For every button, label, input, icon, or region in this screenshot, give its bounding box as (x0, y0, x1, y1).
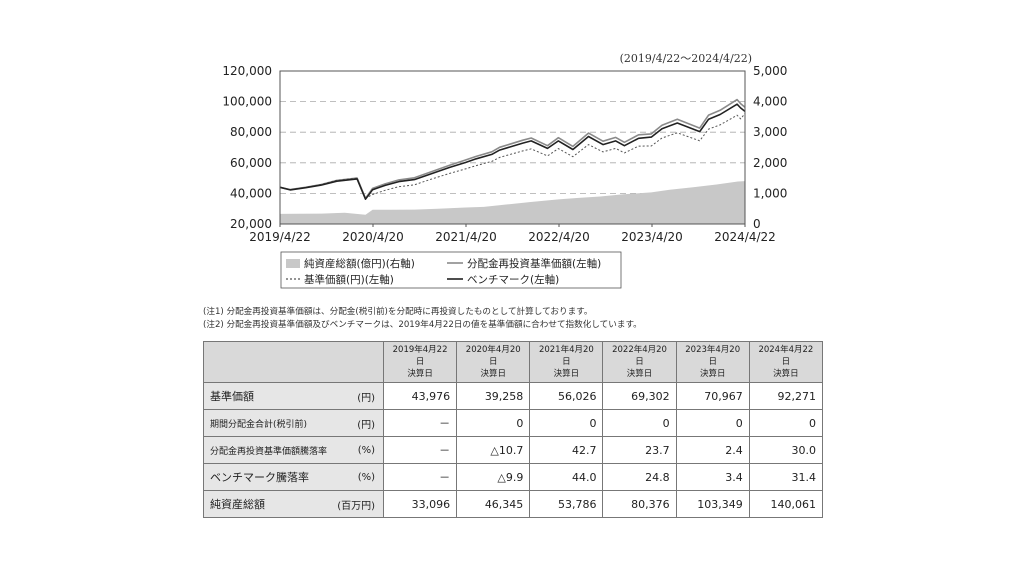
table-cell: 24.8 (602, 463, 677, 491)
table-cell: 2.4 (675, 436, 750, 464)
legend-net-assets-swatch (286, 259, 300, 268)
y-left-tick-label: 80,000 (230, 125, 272, 139)
table-header-corner (203, 341, 384, 383)
x-tick-label: 2022/4/20 (528, 230, 590, 244)
x-tick-label: 2020/4/20 (342, 230, 404, 244)
table-cell: 42.7 (529, 436, 604, 464)
table-cell: 39,258 (456, 382, 531, 410)
row-header: 期間分配金合計(税引前) (円) (203, 409, 384, 437)
y-right-tick-label: 0 (753, 217, 761, 231)
table-header-cell: 2021年4月20日 決算日 (529, 341, 604, 383)
legend-frame (280, 251, 622, 289)
y-left-tick-label: 100,000 (222, 95, 272, 109)
table-cell: 46,345 (456, 490, 531, 518)
table-cell: 23.7 (602, 436, 677, 464)
table-row: 期間分配金合計(税引前) (円) － 0 0 0 0 0 (203, 409, 824, 437)
footnote-1: (注1) 分配金再投資基準価額は、分配金(税引前)を分配時に再投資したものとして… (203, 307, 593, 317)
table-header-cell: 2022年4月20日 決算日 (602, 341, 677, 383)
x-tick-label: 2021/4/20 (435, 230, 497, 244)
table-cell: 43,976 (382, 382, 458, 410)
chart-legend: 純資産総額(億円)(右軸) 分配金再投資基準価額(左軸) 基準価額(円)(左軸)… (280, 251, 622, 289)
y-right-tick-label: 3,000 (753, 125, 787, 139)
series-net-assets-area (280, 181, 745, 224)
legend-net-assets-label: 純資産総額(億円)(右軸) (304, 257, 415, 270)
chart-period-label: (2019/4/22～2024/4/22) (620, 52, 752, 65)
table-cell: － (382, 436, 458, 464)
table-cell: △10.7 (456, 436, 531, 464)
legend-nav-label: 基準価額(円)(左軸) (304, 273, 394, 286)
results-table: 2019年4月22日 決算日 2020年4月20日 決算日 2021年4月20日 決算… (203, 341, 824, 518)
y-right-tick-label: 2,000 (753, 156, 787, 170)
series-benchmark-line (279, 103, 746, 200)
table-cell: 0 (529, 409, 604, 437)
table-cell: 0 (456, 409, 531, 437)
table-header-cell: 2020年4月20日 決算日 (456, 341, 531, 383)
x-tick-label: 2024/4/22 (714, 230, 776, 244)
table-row: ベンチマーク騰落率 (%) － △9.9 44.0 24.8 3.4 31.4 (203, 463, 824, 491)
row-header: 分配金再投資基準価額騰落率 (%) (203, 436, 384, 464)
table-cell: 30.0 (748, 436, 824, 464)
table-cell: 92,271 (748, 382, 824, 410)
table-header-row: 2019年4月22日 決算日 2020年4月20日 決算日 2021年4月20日 決算… (203, 341, 824, 383)
table-row: 分配金再投資基準価額騰落率 (%) － △10.7 42.7 23.7 2.4 3… (203, 436, 824, 464)
row-header: 純資産総額 (百万円) (203, 490, 384, 518)
table-cell: 44.0 (529, 463, 604, 491)
y-left-tick-label: 40,000 (230, 186, 272, 200)
plot-frame (279, 70, 746, 225)
x-tick-label: 2023/4/20 (621, 230, 683, 244)
table-header-cell: 2019年4月22日 決算日 (382, 341, 458, 383)
table-row: 純資産総額 (百万円) 33,096 46,345 53,786 80,376 1… (203, 490, 824, 518)
chart-gridlines (280, 101, 745, 194)
table-cell: 103,349 (675, 490, 750, 518)
table-header-cell: 2024年4月22日 決算日 (748, 341, 824, 383)
table-cell: 53,786 (529, 490, 604, 518)
table-cell: 69,302 (602, 382, 677, 410)
net-assets-area-layer (280, 181, 745, 224)
x-tick-label: 2019/4/22 (249, 230, 311, 244)
series-reinvest-nav-line (279, 98, 746, 200)
axis-ticks-layer: 20,000 40,000 60,000 80,000 100,000 120,000 0 1… (222, 64, 787, 244)
row-header: 基準価額 (円) (203, 382, 384, 410)
y-left-tick-label: 60,000 (230, 156, 272, 170)
table-cell: 140,061 (748, 490, 824, 518)
series-nav-line (279, 113, 746, 199)
table-cell: 31.4 (748, 463, 824, 491)
table-header-cell: 2023年4月20日 決算日 (675, 341, 750, 383)
y-right-tick-label: 5,000 (753, 64, 787, 78)
table-cell: △9.9 (456, 463, 531, 491)
y-right-tick-label: 4,000 (753, 95, 787, 109)
table-row: 基準価額 (円) 43,976 39,258 56,026 69,302 70,9… (203, 382, 824, 410)
table-cell: 33,096 (382, 490, 458, 518)
nav-lines-layer (279, 98, 746, 200)
legend-benchmark-label: ベンチマーク(左軸) (467, 273, 559, 286)
table-cell: 70,967 (675, 382, 750, 410)
table-cell: － (382, 409, 458, 437)
table-cell: 80,376 (602, 490, 677, 518)
footnotes: (注1) 分配金再投資基準価額は、分配金(税引前)を分配時に再投資したものとして… (203, 306, 642, 332)
y-left-tick-label: 20,000 (230, 217, 272, 231)
table-cell: 3.4 (675, 463, 750, 491)
table-cell: 0 (675, 409, 750, 437)
table-cell: 0 (748, 409, 824, 437)
y-left-tick-label: 120,000 (222, 64, 272, 78)
footnote-2: (注2) 分配金再投資基準価額及びベンチマークは、2019年4月22日の値を基準… (203, 320, 642, 330)
table-cell: 0 (602, 409, 677, 437)
table-cell: 56,026 (529, 382, 604, 410)
legend-reinvest-nav-label: 分配金再投資基準価額(左軸) (467, 257, 601, 270)
performance-chart: 20,000 40,000 60,000 80,000 100,000 120,000 0 1… (222, 52, 787, 289)
y-right-tick-label: 1,000 (753, 186, 787, 200)
row-header: ベンチマーク騰落率 (%) (203, 463, 384, 491)
table-cell: － (382, 463, 458, 491)
